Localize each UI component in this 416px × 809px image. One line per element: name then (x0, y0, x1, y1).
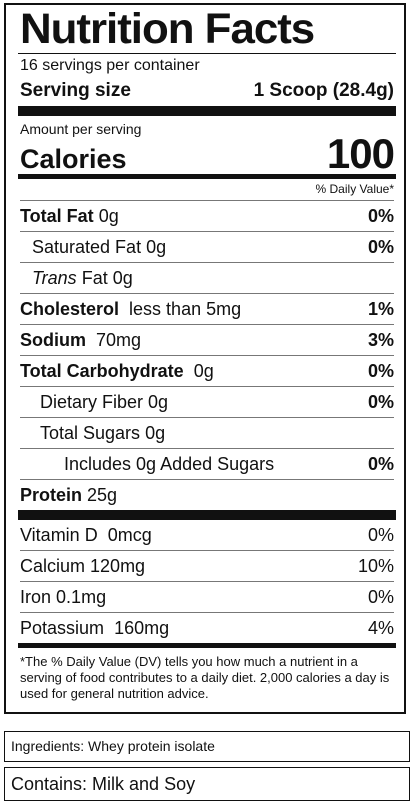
vitamin-dv: 0% (367, 587, 394, 607)
nutrient-name: Trans (32, 268, 77, 288)
thick-divider (18, 106, 396, 116)
vitamin-dv: 4% (367, 618, 394, 638)
vitamin-amount: 160mg (114, 618, 170, 638)
nutrient-row-total-sugars: Total Sugars 0g (20, 417, 394, 448)
daily-value-footnote: *The % Daily Value (DV) tells you how mu… (20, 654, 390, 701)
nutrient-dv: 0% (367, 392, 394, 412)
medium-divider (18, 643, 396, 648)
nutrition-facts-label: Nutrition Facts 16 servings per containe… (4, 3, 406, 714)
medium-divider (18, 174, 396, 179)
nutrient-row-total-fat: Total Fat 0g 0% (20, 200, 394, 231)
nutrient-amount: 25g (87, 485, 118, 505)
daily-value-header: % Daily Value* (315, 182, 394, 196)
nutrient-row-added-sugars: Includes 0g Added Sugars 0% (20, 448, 394, 479)
servings-per-container: 16 servings per container (20, 57, 200, 74)
ingredients-box: Ingredients: Whey protein isolate (4, 731, 410, 762)
nutrient-amount: 0g (148, 392, 169, 412)
vitamin-name: Potassium (20, 618, 105, 638)
divider (18, 53, 396, 54)
calories-row: Calories 100 (20, 133, 395, 175)
amount-per-serving: Amount per serving (20, 121, 142, 137)
nutrient-row-saturated-fat: Saturated Fat 0g 0% (20, 231, 394, 262)
thick-divider (18, 510, 396, 520)
nutrient-name: Total Fat (20, 206, 94, 226)
nutrient-dv: 0% (367, 361, 394, 381)
nutrient-dv: 3% (367, 330, 394, 350)
vitamin-row-calcium: Calcium 120mg 10% (20, 550, 394, 581)
nutrient-amount: 0g (193, 361, 214, 381)
vitamin-row-iron: Iron 0.1mg 0% (20, 581, 394, 612)
nutrient-amount: 70mg (96, 330, 142, 350)
nutrient-row-total-carbohydrate: Total Carbohydrate 0g 0% (20, 355, 394, 386)
nutrient-dv: 0% (367, 237, 394, 257)
nutrient-name: Saturated Fat (32, 237, 142, 257)
nutrient-dv: 0% (367, 206, 394, 226)
nutrient-name: Sodium (20, 330, 86, 350)
vitamin-amount: 0mcg (107, 525, 152, 545)
vitamin-row-vitamin-d: Vitamin D 0mcg 0% (20, 520, 394, 550)
nutrient-row-dietary-fiber: Dietary Fiber 0g 0% (20, 386, 394, 417)
nutrient-amount: 0g (98, 206, 119, 226)
nutrient-row-protein: Protein 25g (20, 479, 394, 510)
serving-size-value: 1 Scoop (28.4g) (253, 80, 394, 101)
nutrient-row-cholesterol: Cholesterol less than 5mg 1% (20, 293, 394, 324)
allergen-box: Contains: Milk and Soy (4, 767, 410, 801)
nutrient-name: Protein (20, 485, 83, 505)
nutrient-name: Includes 0g Added Sugars (64, 454, 275, 474)
vitamin-amount: 0.1mg (56, 587, 107, 607)
label-title: Nutrition Facts (20, 5, 315, 53)
serving-size-row: Serving size 1 Scoop (28.4g) (20, 76, 394, 106)
vitamin-dv: 10% (357, 556, 394, 576)
calories-value: 100 (326, 130, 395, 177)
nutrient-name: Total Sugars (40, 423, 141, 443)
vitamin-row-potassium: Potassium 160mg 4% (20, 612, 394, 643)
nutrient-amount: Fat 0g (81, 268, 133, 288)
nutrient-dv: 0% (367, 454, 394, 474)
nutrient-amount: 0g (146, 237, 167, 257)
serving-size-label: Serving size (20, 80, 131, 101)
nutrient-amount: 0g (145, 423, 166, 443)
nutrient-name: Dietary Fiber (40, 392, 144, 412)
vitamin-name: Iron (20, 587, 52, 607)
nutrient-row-trans-fat: Trans Fat 0g (20, 262, 394, 293)
nutrient-name: Total Carbohydrate (20, 361, 184, 381)
nutrient-row-sodium: Sodium 70mg 3% (20, 324, 394, 355)
vitamin-name: Vitamin D (20, 525, 98, 545)
calories-label: Calories (20, 144, 127, 174)
nutrient-dv: 1% (367, 299, 394, 319)
vitamin-amount: 120mg (90, 556, 146, 576)
vitamin-name: Calcium (20, 556, 86, 576)
nutrient-amount: less than 5mg (129, 299, 242, 319)
vitamin-dv: 0% (367, 525, 394, 545)
nutrient-name: Cholesterol (20, 299, 120, 319)
